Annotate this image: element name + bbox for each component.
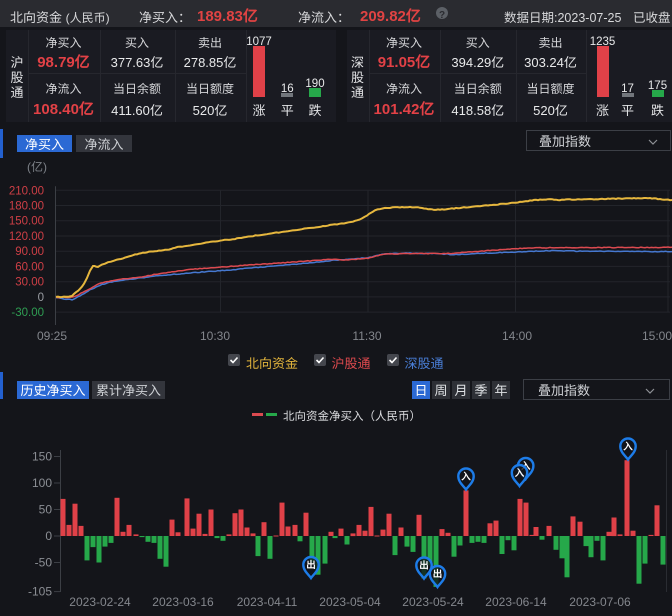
svg-text:入: 入	[622, 439, 633, 453]
svg-text:50: 50	[39, 501, 53, 518]
svg-text:100: 100	[32, 474, 52, 491]
svg-text:10:30: 10:30	[200, 327, 230, 344]
svg-text:出: 出	[433, 566, 443, 580]
svg-text:2023-02-24: 2023-02-24	[69, 593, 131, 610]
svg-text:2023-07-06: 2023-07-06	[569, 593, 631, 610]
svg-text:150.00: 150.00	[9, 213, 44, 229]
svg-text:2023-06-14: 2023-06-14	[485, 593, 547, 610]
svg-text:60.00: 60.00	[15, 258, 44, 274]
svg-text:09:25: 09:25	[37, 327, 67, 344]
svg-text:-105: -105	[28, 583, 52, 600]
svg-text:入: 入	[520, 458, 531, 472]
svg-text:90.00: 90.00	[15, 243, 44, 259]
svg-text:2023-05-04: 2023-05-04	[319, 593, 381, 610]
svg-text:120.00: 120.00	[9, 228, 44, 244]
svg-text:-30.00: -30.00	[11, 304, 44, 320]
svg-text:0: 0	[45, 527, 52, 544]
svg-text:出: 出	[306, 557, 316, 571]
svg-text:0: 0	[38, 289, 44, 305]
svg-text:30.00: 30.00	[15, 274, 44, 290]
svg-text:210.00: 210.00	[9, 182, 44, 198]
svg-text:出: 出	[419, 558, 429, 572]
svg-text:-50: -50	[35, 554, 53, 571]
svg-text:15:00: 15:00	[642, 327, 672, 344]
svg-text:入: 入	[460, 469, 471, 483]
svg-text:2023-03-16: 2023-03-16	[152, 593, 214, 610]
svg-text:150: 150	[32, 448, 52, 465]
svg-text:入: 入	[514, 465, 525, 479]
svg-text:2023-05-24: 2023-05-24	[402, 593, 464, 610]
svg-text:11:30: 11:30	[352, 327, 381, 344]
svg-text:2023-04-11: 2023-04-11	[237, 593, 298, 610]
svg-text:180.00: 180.00	[9, 198, 44, 214]
svg-text:14:00: 14:00	[502, 327, 532, 344]
